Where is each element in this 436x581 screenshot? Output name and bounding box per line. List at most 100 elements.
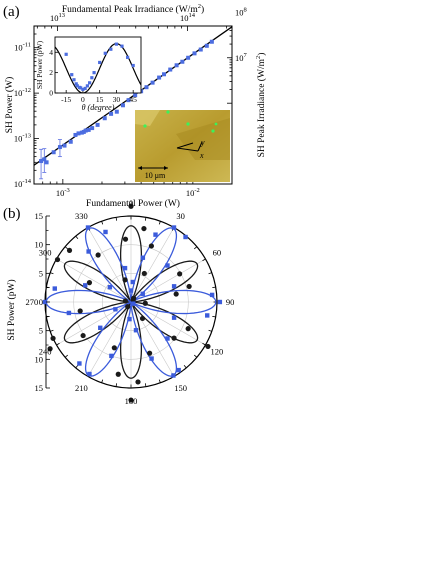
inset-point (92, 71, 96, 75)
polar-point (113, 307, 118, 312)
polar-point (87, 371, 92, 377)
polar-point (98, 325, 103, 330)
data-point (51, 150, 56, 155)
polar-angle-tick (193, 246, 198, 250)
panel-a: (a) Fundamental Peak Irradiance (W/m2) 1… (3, 3, 267, 209)
inset-point (74, 82, 78, 86)
polar-point (185, 326, 191, 332)
polar-r-tick-label: 10 (35, 354, 44, 364)
inset-x-tick-label: 30 (113, 95, 121, 104)
data-point (180, 59, 185, 64)
polar-point (86, 280, 93, 286)
data-point (73, 132, 78, 137)
polar-point (147, 350, 153, 356)
polar-angle-tick (208, 329, 212, 332)
polar-angle-tick (115, 383, 118, 387)
inset-point (72, 78, 76, 82)
panel-a-label: (a) (3, 4, 20, 20)
data-point (39, 159, 44, 164)
polar-point (176, 367, 181, 373)
polar-angle-label: 330 (75, 211, 88, 221)
polar-point (95, 252, 101, 258)
polar-point (171, 335, 177, 341)
polar-angle-tick (183, 364, 187, 369)
polar-point (125, 304, 131, 310)
right-y-axis-label: SH Peak Irradiance (W/m2) (255, 53, 267, 158)
data-point (42, 157, 47, 162)
crystal-axis-x (176, 147, 199, 152)
polar-point (86, 249, 91, 254)
polar-angle-tick (202, 258, 206, 262)
polar-point (209, 292, 215, 298)
polar-spoke (87, 227, 132, 303)
y-tick-label: 10-13 (14, 133, 31, 144)
polar-angle-tick (101, 379, 104, 383)
polar-point (115, 371, 121, 377)
polar-point (109, 353, 114, 359)
polarization-line (176, 142, 194, 149)
polar-point (77, 308, 83, 314)
polar-point (149, 356, 154, 361)
data-point (86, 127, 91, 132)
polar-point (171, 315, 177, 320)
polar-point (173, 291, 179, 297)
polar-point (142, 300, 148, 306)
polar-point (171, 284, 177, 289)
y-tick-label: 10-12 (14, 87, 31, 98)
polar-spoke (130, 301, 175, 377)
polar-point (47, 346, 53, 352)
green-spot (186, 122, 190, 126)
polar-point (165, 263, 170, 268)
green-spot (166, 110, 170, 114)
panel-b: (b) SH Power (pW) 0306090120150180210240… (3, 198, 234, 406)
data-point (114, 109, 119, 114)
polar-point (128, 203, 134, 209)
green-spot (143, 124, 147, 128)
polar-spoke (56, 301, 132, 346)
axis-label-y: y (200, 138, 205, 147)
polar-spoke (87, 301, 132, 377)
crystal-axis-y (197, 141, 203, 152)
right-tick-label: 107 (235, 52, 248, 63)
inset-point (109, 47, 113, 51)
inset-points (64, 42, 135, 92)
polar-point (140, 291, 145, 296)
data-point (57, 145, 62, 150)
data-point (186, 55, 191, 60)
data-point (174, 63, 179, 68)
inset-point (103, 51, 107, 55)
data-point (44, 160, 49, 165)
polar-points (42, 203, 223, 403)
polar-spoke (130, 301, 206, 346)
y-tick-label: 10-14 (14, 178, 32, 189)
polar-point (122, 265, 128, 271)
inset-point (125, 55, 130, 59)
polar-angle-label: 180 (125, 396, 138, 406)
data-point (76, 131, 81, 136)
polar-angle-label: 150 (174, 383, 187, 393)
polar-angle-label: 120 (211, 347, 224, 357)
data-point (120, 103, 125, 108)
inset-y-tick-label: 0 (49, 89, 53, 98)
right-tick-label: 108 (235, 6, 247, 17)
polar-point (140, 255, 146, 260)
polar-point (122, 298, 128, 304)
polar-point (83, 283, 88, 288)
y-axis-label: SH Power (W) (4, 77, 15, 133)
inset-fit-curve (55, 43, 141, 93)
polar-point (122, 277, 128, 283)
inset-x-tick-label: 45 (129, 95, 137, 104)
polar-fit-curve (45, 227, 217, 377)
inset-y-label: SH Power (pW) (35, 40, 44, 89)
polar-point (205, 343, 211, 350)
polar-point (85, 225, 91, 230)
top-tick-label: 1014 (180, 12, 196, 23)
data-points (39, 39, 214, 165)
inset-x-tick-label: -15 (61, 95, 71, 104)
polar-angle-tick (101, 221, 104, 225)
y-tick-label: 10-11 (14, 42, 31, 53)
polar-angle-tick (193, 354, 198, 358)
green-spot (214, 122, 218, 126)
x-tick-label: 10-2 (186, 187, 200, 198)
inset-point (131, 63, 135, 68)
